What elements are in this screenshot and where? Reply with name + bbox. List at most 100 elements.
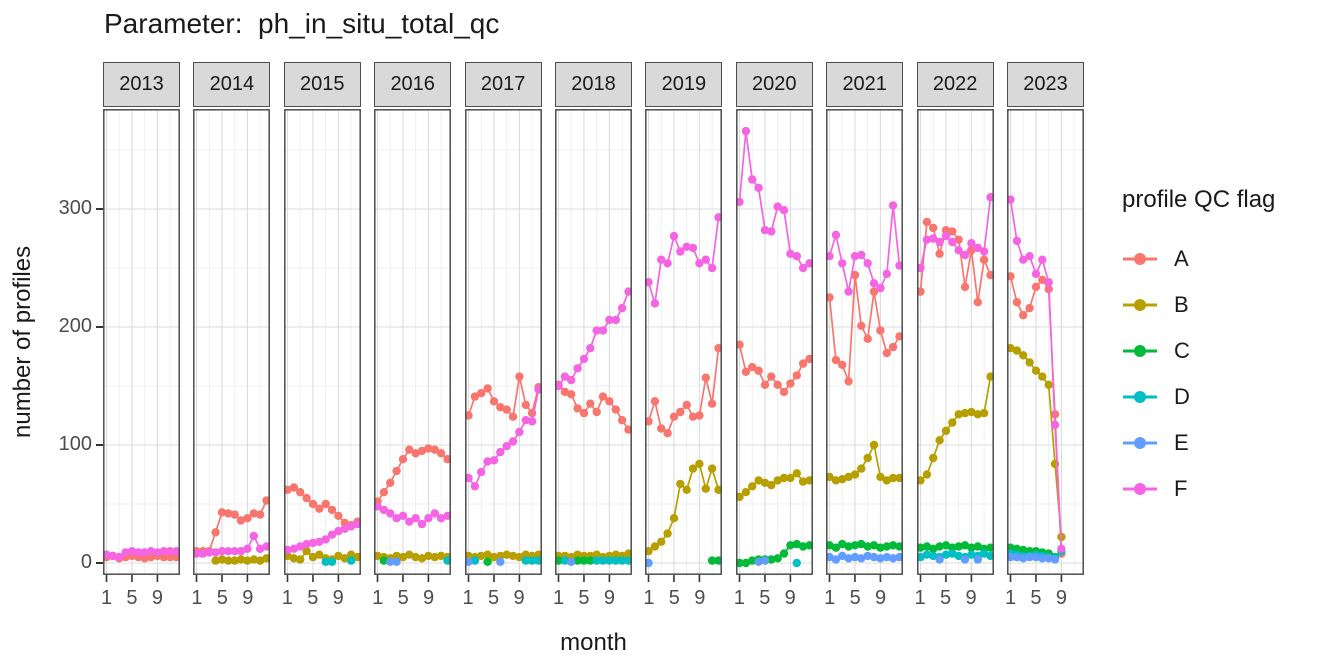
series-A-line-points <box>916 217 994 307</box>
x-tick-label: 1 <box>191 587 203 609</box>
facet-strip-2020: 2020 <box>735 62 813 107</box>
y-axis-title: number of profiles <box>9 245 36 439</box>
facet-panel-2014 <box>193 109 271 582</box>
series-E-line-points <box>567 557 576 566</box>
x-tick-label: 1 <box>914 587 926 609</box>
facet-strip-2021: 2021 <box>826 62 904 107</box>
facet-strip-2017: 2017 <box>464 62 542 107</box>
y-tick-mark <box>96 208 103 210</box>
y-tick-mark <box>96 326 103 328</box>
facet-2016: 2016 1 5 9 <box>372 62 452 627</box>
series-F-line-points <box>374 502 452 529</box>
legend-key-A: A <box>1122 236 1275 282</box>
series-C-line-points <box>708 556 723 565</box>
y-tick-label: 200 <box>58 315 92 337</box>
series-A-line-points <box>555 380 632 434</box>
series-D-line-points <box>470 556 542 565</box>
series-B-line-points <box>464 550 542 562</box>
legend-title: profile QC flag <box>1122 186 1276 213</box>
facet-2013: 2013 1 5 9 <box>101 62 180 627</box>
series-F-line-points <box>103 547 180 562</box>
facet-2022: 2022 1 5 9 <box>915 62 994 627</box>
legend-swatch-icon <box>1123 391 1157 403</box>
y-tick-label: 300 <box>58 197 92 219</box>
x-tick-label: 5 <box>759 587 771 609</box>
legend-swatch-icon <box>1123 299 1157 311</box>
x-tick-label: 5 <box>307 587 319 609</box>
series-E-line-points <box>754 556 769 566</box>
facet-panel-2019 <box>645 109 723 582</box>
series-A-line-points <box>645 344 723 438</box>
series-B-line-points <box>916 372 994 485</box>
x-tick-label: 9 <box>875 587 887 609</box>
facet-panel-2021 <box>826 109 904 582</box>
series-E-line-points <box>1007 552 1060 564</box>
facet-strip-label: 2015 <box>300 73 345 95</box>
y-tick-mark <box>96 444 103 446</box>
x-tick-label: 1 <box>824 587 836 609</box>
facet-strip-label: 2016 <box>390 73 435 95</box>
series-B-line-points <box>645 459 723 556</box>
legend-key-label: D <box>1174 384 1190 409</box>
series-C-line-points <box>379 556 389 565</box>
facet-panel-2018 <box>555 109 632 582</box>
facet-strip-2019: 2019 <box>645 62 723 107</box>
facet-strip-label: 2019 <box>661 73 707 95</box>
legend-key-label: B <box>1174 292 1189 317</box>
facet-strip-2018: 2018 <box>555 62 632 107</box>
x-tick-label: 9 <box>423 587 435 609</box>
legend-key-label: C <box>1174 338 1190 363</box>
series-D-line-points <box>792 558 801 568</box>
x-tick-label: 5 <box>397 587 409 609</box>
x-tick-label: 5 <box>216 587 228 609</box>
legend-key-label: F <box>1174 476 1188 501</box>
x-tick-label: 9 <box>332 587 344 609</box>
facet-strip-2015: 2015 <box>283 62 361 107</box>
series-D-line-points <box>321 556 356 566</box>
series-A-line-points <box>464 372 542 421</box>
series-F-line-points <box>826 201 904 296</box>
facet-2018: 2018 1 5 9 <box>553 62 632 627</box>
y-tick-label: 100 <box>58 433 92 455</box>
facet-2015: 2015 1 5 9 <box>282 62 361 627</box>
series-F-line-points <box>464 385 542 491</box>
x-tick-label: 1 <box>733 587 745 609</box>
series-E-line-points <box>934 555 982 564</box>
legend-swatch-icon <box>1123 483 1157 495</box>
series-A-line-points <box>374 444 452 506</box>
legend-swatch-icon <box>1123 253 1157 265</box>
series-F-line-points <box>555 287 632 391</box>
facet-strip-label: 2022 <box>932 73 978 95</box>
facet-panel-2016 <box>374 109 452 582</box>
x-tick-label: 9 <box>242 587 254 609</box>
facet-2021: 2021 1 5 9 <box>824 62 904 627</box>
series-C-line-points <box>916 541 994 553</box>
series-C-line-points <box>482 557 492 566</box>
x-tick-label: 9 <box>1055 587 1067 609</box>
facet-strip-label: 2017 <box>480 73 526 95</box>
facet-strip-2013: 2013 <box>103 62 180 107</box>
facet-2020: 2020 1 5 9 <box>734 62 813 627</box>
x-tick-label: 5 <box>849 587 861 609</box>
x-tick-label: 9 <box>603 587 615 609</box>
facet-panel-2013 <box>103 109 180 582</box>
series-A-line-points <box>826 270 904 386</box>
x-tick-label: 1 <box>462 587 474 609</box>
y-tick-label: 0 <box>80 551 92 573</box>
x-tick-label: 9 <box>151 587 163 609</box>
series-F-line-points <box>193 531 271 558</box>
x-tick-label: 1 <box>281 587 293 609</box>
legend-key-B: B <box>1122 282 1275 328</box>
legend-key-C: C <box>1122 328 1275 374</box>
series-F-line-points <box>645 213 723 308</box>
series-D-line-points <box>443 556 452 565</box>
x-tick-label: 5 <box>1030 587 1042 609</box>
x-tick-label: 5 <box>487 587 500 609</box>
series-F-line-points <box>735 126 813 273</box>
legend-key-F: F <box>1122 466 1275 512</box>
facet-strip-label: 2014 <box>209 73 255 95</box>
x-tick-label: 5 <box>668 587 680 609</box>
facet-panel-2023 <box>1007 109 1084 582</box>
legend-key-label: E <box>1174 430 1189 455</box>
